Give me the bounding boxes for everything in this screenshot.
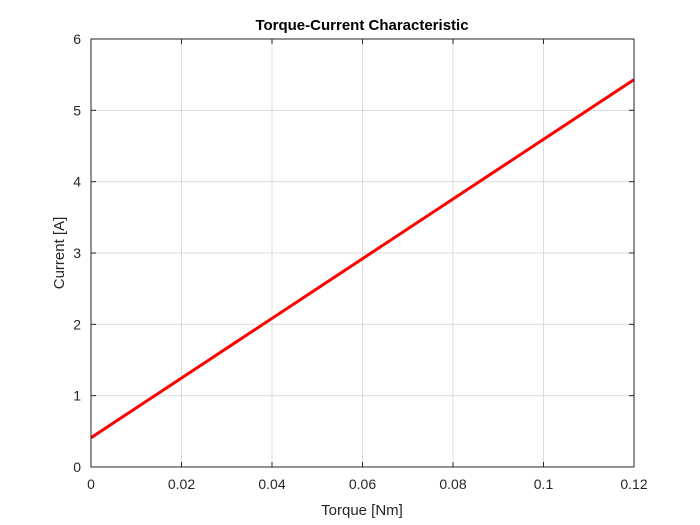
y-tick-label: 1 [73,388,81,404]
grid-lines [91,39,634,467]
x-tick-label: 0.12 [620,476,647,492]
x-tick-label: 0.08 [439,476,466,492]
x-tick-label: 0.02 [168,476,195,492]
y-tick-label: 0 [73,459,81,475]
series-layer [90,78,635,440]
y-tick-label: 3 [73,245,81,261]
x-axis-label: Torque [Nm] [321,502,403,519]
x-tick-labels: 0 0.02 0.04 0.06 0.08 0.1 0.12 [87,476,648,492]
y-tick-label: 6 [73,31,81,47]
chart-title: Torque-Current Characteristic [255,17,468,34]
y-tick-labels: 0 1 2 3 4 5 6 [73,31,81,475]
x-tick-label: 0.06 [349,476,376,492]
series-line [90,78,635,440]
y-tick-label: 2 [73,316,81,332]
y-tick-label: 5 [73,102,81,118]
x-tick-label: 0 [87,476,95,492]
y-tick-label: 4 [73,174,81,190]
x-tick-label: 0.04 [258,476,285,492]
x-tick-label: 0.1 [534,476,554,492]
tick-marks [90,38,635,468]
y-axis-label: Current [A] [51,217,68,290]
